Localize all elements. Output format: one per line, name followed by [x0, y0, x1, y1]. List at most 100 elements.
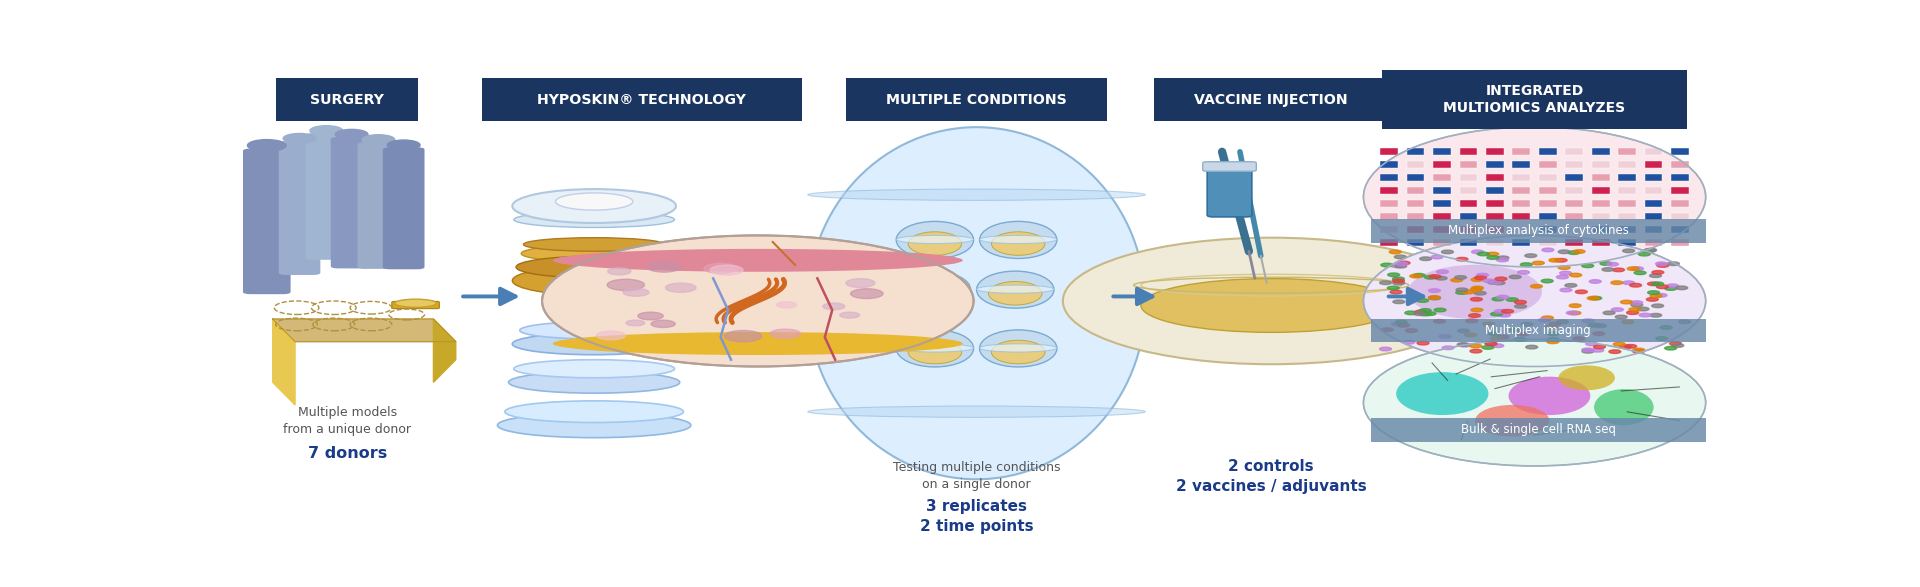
Ellipse shape: [520, 322, 668, 339]
Circle shape: [1390, 250, 1402, 254]
FancyBboxPatch shape: [1486, 187, 1503, 194]
Circle shape: [1496, 258, 1509, 262]
Ellipse shape: [897, 330, 973, 367]
Circle shape: [1434, 319, 1446, 323]
Ellipse shape: [396, 299, 436, 307]
Circle shape: [1392, 322, 1404, 326]
FancyBboxPatch shape: [1380, 226, 1398, 233]
Circle shape: [1380, 328, 1394, 332]
Circle shape: [1471, 349, 1482, 353]
Circle shape: [1655, 337, 1668, 340]
Circle shape: [309, 126, 342, 136]
FancyBboxPatch shape: [1538, 187, 1557, 194]
Circle shape: [1501, 309, 1513, 313]
Circle shape: [637, 312, 662, 320]
FancyBboxPatch shape: [1645, 213, 1663, 220]
Circle shape: [1405, 329, 1417, 332]
Circle shape: [1419, 309, 1430, 312]
FancyBboxPatch shape: [1380, 239, 1398, 246]
Circle shape: [1392, 277, 1404, 281]
Circle shape: [1649, 313, 1661, 317]
Circle shape: [824, 303, 845, 310]
Circle shape: [541, 235, 973, 366]
Circle shape: [1482, 346, 1494, 349]
FancyBboxPatch shape: [1538, 226, 1557, 233]
FancyBboxPatch shape: [1592, 213, 1609, 220]
Circle shape: [1459, 343, 1471, 347]
Circle shape: [1609, 350, 1620, 353]
Circle shape: [607, 279, 645, 291]
FancyBboxPatch shape: [1513, 148, 1530, 155]
FancyBboxPatch shape: [1380, 187, 1398, 194]
Ellipse shape: [893, 285, 972, 294]
Circle shape: [1390, 290, 1402, 294]
Circle shape: [1492, 297, 1503, 301]
Circle shape: [1567, 311, 1578, 315]
Circle shape: [1594, 332, 1605, 336]
FancyBboxPatch shape: [1670, 174, 1690, 181]
FancyBboxPatch shape: [1670, 213, 1690, 220]
FancyBboxPatch shape: [1619, 174, 1636, 181]
Circle shape: [724, 330, 762, 342]
Circle shape: [1647, 291, 1659, 294]
FancyBboxPatch shape: [1670, 200, 1690, 207]
Ellipse shape: [515, 212, 674, 228]
FancyBboxPatch shape: [1592, 148, 1609, 155]
Circle shape: [1521, 322, 1532, 326]
FancyBboxPatch shape: [1380, 200, 1398, 207]
Circle shape: [1665, 286, 1676, 291]
Circle shape: [1425, 275, 1436, 279]
Circle shape: [1486, 252, 1500, 256]
FancyBboxPatch shape: [1382, 70, 1688, 129]
FancyBboxPatch shape: [1645, 239, 1663, 246]
Circle shape: [1607, 262, 1619, 266]
Circle shape: [1638, 252, 1651, 256]
Ellipse shape: [897, 221, 973, 258]
FancyBboxPatch shape: [1380, 174, 1398, 181]
Text: MULTIPLE CONDITIONS: MULTIPLE CONDITIONS: [887, 93, 1068, 107]
FancyBboxPatch shape: [244, 149, 290, 294]
Circle shape: [839, 312, 860, 318]
Circle shape: [1571, 274, 1582, 277]
FancyBboxPatch shape: [1432, 213, 1452, 220]
Circle shape: [1678, 320, 1692, 323]
Circle shape: [597, 331, 626, 340]
FancyBboxPatch shape: [1407, 200, 1425, 207]
Ellipse shape: [979, 235, 1056, 244]
Circle shape: [1498, 256, 1509, 259]
FancyBboxPatch shape: [1432, 148, 1452, 155]
FancyBboxPatch shape: [1459, 226, 1476, 233]
Circle shape: [1392, 281, 1405, 285]
Circle shape: [1628, 308, 1642, 311]
Circle shape: [1582, 349, 1594, 353]
Circle shape: [1657, 264, 1668, 267]
Circle shape: [1392, 300, 1405, 303]
FancyBboxPatch shape: [1565, 187, 1584, 194]
Circle shape: [1515, 338, 1526, 341]
Circle shape: [1398, 323, 1409, 327]
FancyBboxPatch shape: [1645, 161, 1663, 168]
Circle shape: [1488, 281, 1500, 284]
Circle shape: [1626, 311, 1638, 315]
Circle shape: [1415, 310, 1427, 313]
FancyBboxPatch shape: [1565, 213, 1584, 220]
Circle shape: [1588, 323, 1599, 327]
Circle shape: [1624, 345, 1636, 348]
Circle shape: [1546, 325, 1557, 328]
Circle shape: [1630, 303, 1644, 307]
FancyBboxPatch shape: [1538, 239, 1557, 246]
Circle shape: [1649, 274, 1661, 278]
Circle shape: [282, 133, 317, 143]
Circle shape: [1655, 294, 1667, 297]
Ellipse shape: [553, 332, 962, 355]
Ellipse shape: [904, 282, 958, 305]
Circle shape: [1548, 340, 1559, 343]
Circle shape: [1538, 318, 1549, 322]
Circle shape: [1517, 332, 1528, 336]
FancyBboxPatch shape: [1565, 148, 1584, 155]
Circle shape: [1419, 257, 1432, 261]
Circle shape: [1409, 274, 1421, 278]
Circle shape: [1542, 248, 1553, 252]
Circle shape: [1588, 296, 1599, 300]
Circle shape: [1413, 312, 1425, 316]
